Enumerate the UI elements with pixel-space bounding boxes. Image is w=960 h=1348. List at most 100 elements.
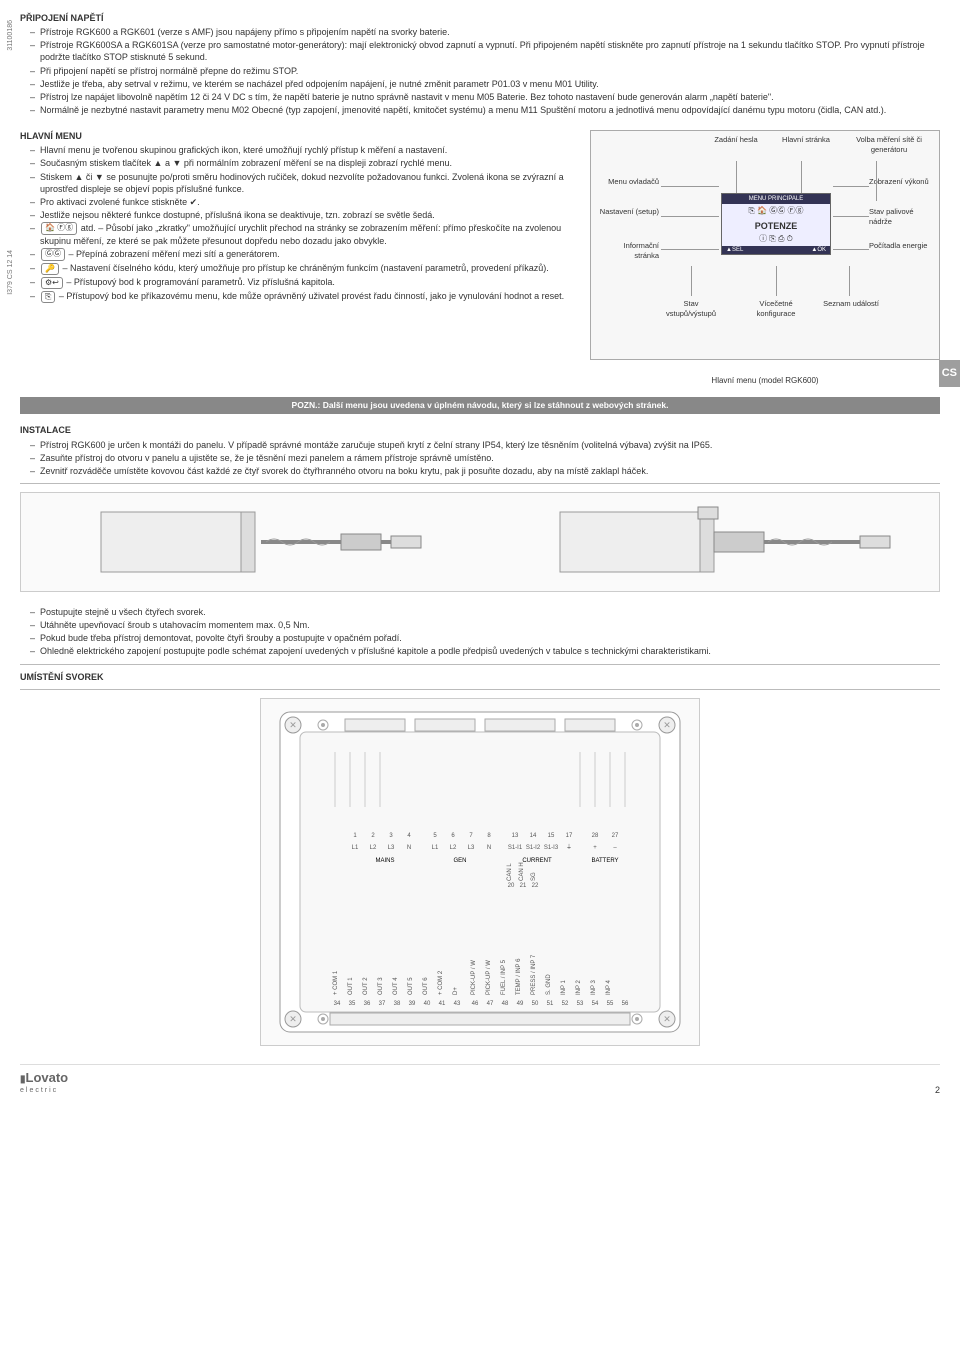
lbl-pocit: Počítadla energie xyxy=(869,241,929,251)
section-title-mainmenu: HLAVNÍ MENU xyxy=(20,130,578,142)
svg-text:S1-I3: S1-I3 xyxy=(544,845,559,851)
svg-text:TEMP / INP 6: TEMP / INP 6 xyxy=(516,958,522,995)
menu-shortcut-icon: 🔑 xyxy=(41,263,59,276)
svg-text:41: 41 xyxy=(439,1001,446,1007)
terminal-svg: ✕ ✕ ✕ ✕ 12345678131415172827L1L2L3NL1L2L… xyxy=(275,707,685,1037)
svg-text:L3: L3 xyxy=(468,845,475,851)
list-item: ⒼⒼ – Přepíná zobrazení měření mezi sítí … xyxy=(30,248,578,261)
svg-text:L1: L1 xyxy=(352,845,359,851)
svg-text:GEN: GEN xyxy=(453,858,466,864)
language-tab: CS xyxy=(939,360,960,387)
svg-text:27: 27 xyxy=(612,833,619,839)
list-item: Pokud bude třeba přístroj demontovat, po… xyxy=(30,632,940,644)
lbl-nadrze: Stav palivové nádrže xyxy=(869,207,929,227)
list-item: Ohledně elektrického zapojení postupujte… xyxy=(30,645,940,657)
list-item: ⚙↩ – Přístupový bod k programování param… xyxy=(30,276,578,289)
svg-text:FUEL / INP 5: FUEL / INP 5 xyxy=(501,959,507,995)
install-list: Přístroj RGK600 je určen k montáži do pa… xyxy=(20,439,940,477)
list-item: Přístroj lze napájet libovolně napětím 1… xyxy=(30,91,940,103)
list-item: ⎘ – Přístupový bod ke příkazovému menu, … xyxy=(30,290,578,303)
list-item: 🏠 Ⓕⓖ atd. – Působí jako „zkratky" umožňu… xyxy=(30,222,578,247)
section-title-power: PŘIPOJENÍ NAPĚTÍ xyxy=(20,12,940,24)
svg-text:PRESS / INP 7: PRESS / INP 7 xyxy=(531,954,537,995)
svg-text:38: 38 xyxy=(394,1001,401,1007)
svg-text:53: 53 xyxy=(577,1001,584,1007)
svg-text:INP 3: INP 3 xyxy=(591,979,597,995)
svg-text:✕: ✕ xyxy=(663,720,671,730)
lbl-io: Stav vstupů/výstupů xyxy=(661,299,721,319)
section-title-install: INSTALACE xyxy=(20,424,940,436)
svg-text:+ COM 1: + COM 1 xyxy=(333,970,339,995)
list-item: Přístroj RGK600 je určen k montáži do pa… xyxy=(30,439,940,451)
svg-text:OUT 3: OUT 3 xyxy=(378,976,384,994)
svg-text:34: 34 xyxy=(334,1001,341,1007)
svg-text:OUT 4: OUT 4 xyxy=(393,976,399,994)
lcd-sel: ▲SEL xyxy=(726,246,743,254)
lbl-vice: Vícečetné konfigurace xyxy=(746,299,806,319)
install-list-2: Postupujte stejně u všech čtyřech svorek… xyxy=(20,606,940,658)
svg-text:⏚: ⏚ xyxy=(566,844,572,851)
svg-text:OUT 2: OUT 2 xyxy=(363,976,369,994)
svg-text:14: 14 xyxy=(530,833,537,839)
svg-text:36: 36 xyxy=(364,1001,371,1007)
menu-caption: Hlavní menu (model RGK600) xyxy=(590,376,940,387)
list-item: Postupujte stejně u všech čtyřech svorek… xyxy=(30,606,940,618)
note-bar: POZN.: Další menu jsou uvedena v úplném … xyxy=(20,397,940,414)
svg-text:43: 43 xyxy=(454,1001,461,1007)
svg-text:OUT 1: OUT 1 xyxy=(348,976,354,994)
list-item: Utáhněte upevňovací šroub s utahovacím m… xyxy=(30,619,940,631)
footer-logo: ▮Lovato electric xyxy=(20,1069,68,1096)
svg-text:52: 52 xyxy=(562,1001,569,1007)
terminal-panel: ✕ ✕ ✕ ✕ 12345678131415172827L1L2L3NL1L2L… xyxy=(260,698,700,1046)
menu-diagram: Zadání hesla Hlavní stránka Volba měření… xyxy=(590,130,940,360)
svg-text:CAN H: CAN H xyxy=(519,862,525,881)
menu-shortcut-icon: ⚙↩ xyxy=(41,277,63,290)
svg-text:INP 2: INP 2 xyxy=(576,979,582,995)
svg-text:✕: ✕ xyxy=(289,720,297,730)
svg-text:S. GND: S. GND xyxy=(546,973,552,994)
side-code-top: 31100186 xyxy=(6,20,15,51)
list-item: Současným stiskem tlačítek ▲ a ▼ při nor… xyxy=(30,157,578,169)
svg-text:S1-I2: S1-I2 xyxy=(526,845,541,851)
list-item: Zevnitř rozváděče umístěte kovovou část … xyxy=(30,465,940,477)
lbl-info: Informační stránka xyxy=(599,241,659,261)
svg-text:L3: L3 xyxy=(388,845,395,851)
page-number: 2 xyxy=(935,1084,940,1096)
list-item: Přístroje RGK600 a RGK601 (verze s AMF) … xyxy=(30,26,940,38)
svg-text:N: N xyxy=(407,845,411,851)
svg-text:S1-I1: S1-I1 xyxy=(508,845,523,851)
svg-text:47: 47 xyxy=(487,1001,494,1007)
list-item: Jestliže nejsou některé funkce dostupné,… xyxy=(30,209,578,221)
svg-text:35: 35 xyxy=(349,1001,356,1007)
side-code-mid: I379 CS 12 14 xyxy=(6,250,15,295)
lcd-ok: ▲OK xyxy=(811,246,826,254)
lcd-mock: MENU PRINCIPALE ⎘ 🏠 ⒼⒼ Ⓕⓖ POTENZE ⓘ ⎘ ⎙ … xyxy=(721,193,831,255)
menu-shortcut-icon: ⎘ xyxy=(41,291,55,304)
svg-text:46: 46 xyxy=(472,1001,479,1007)
svg-text:L2: L2 xyxy=(450,845,457,851)
list-item: Při připojení napětí se přístroj normáln… xyxy=(30,65,940,77)
svg-text:N: N xyxy=(487,845,491,851)
power-connection-list: Přístroje RGK600 a RGK601 (verze s AMF) … xyxy=(20,26,940,116)
svg-text:MAINS: MAINS xyxy=(375,858,394,864)
list-item: Normálně je nezbytné nastavit parametry … xyxy=(30,104,940,116)
svg-text:13: 13 xyxy=(512,833,519,839)
svg-text:OUT 6: OUT 6 xyxy=(423,976,429,994)
svg-text:39: 39 xyxy=(409,1001,416,1007)
svg-text:+: + xyxy=(593,845,597,851)
svg-text:40: 40 xyxy=(424,1001,431,1007)
lbl-nastav: Nastavení (setup) xyxy=(599,207,659,217)
list-item: Jestliže je třeba, aby setrval v režimu,… xyxy=(30,78,940,90)
lcd-mid: POTENZE xyxy=(722,219,830,233)
svg-text:BATTERY: BATTERY xyxy=(591,858,618,864)
svg-text:48: 48 xyxy=(502,1001,509,1007)
list-item: Pro aktivaci zvolené funkce stiskněte ✔. xyxy=(30,196,578,208)
lbl-zadani: Zadání hesla xyxy=(706,135,766,145)
svg-text:✕: ✕ xyxy=(289,1014,297,1024)
svg-text:L2: L2 xyxy=(370,845,377,851)
svg-text:15: 15 xyxy=(548,833,555,839)
list-item: Hlavní menu je tvořenou skupinou grafick… xyxy=(30,144,578,156)
svg-text:+ COM 2: + COM 2 xyxy=(438,970,444,995)
svg-text:D+: D+ xyxy=(453,986,459,994)
lbl-hlavni: Hlavní stránka xyxy=(776,135,836,145)
